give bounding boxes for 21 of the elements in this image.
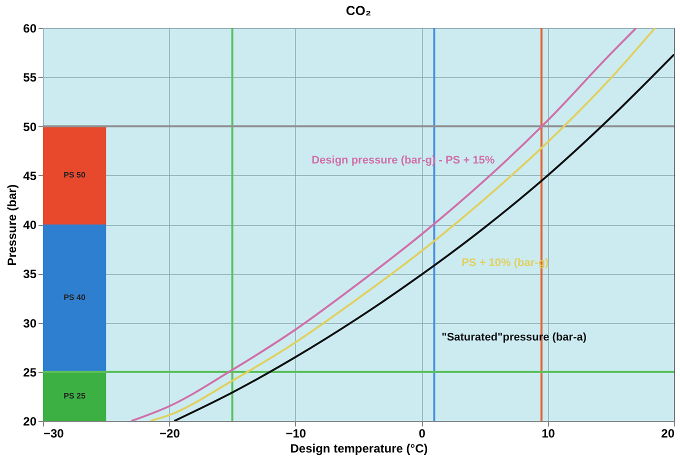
y-tick-label: 30 <box>23 316 37 330</box>
x-tick-label: −30 <box>44 426 64 440</box>
y-tick-label: 20 <box>23 414 37 428</box>
band-label: PS 50 <box>64 170 86 180</box>
x-axis-title: Design temperature (°C) <box>290 442 428 456</box>
x-tick-label: −10 <box>286 426 306 440</box>
band-label: PS 25 <box>64 391 86 400</box>
chart-title: CO₂ <box>346 3 372 18</box>
x-tick-label: 20 <box>661 426 675 440</box>
x-tick-label: −20 <box>160 426 180 440</box>
y-tick-label: 60 <box>23 22 37 36</box>
y-tick-label: 40 <box>23 218 37 232</box>
y-axis-title: Pressure (bar) <box>5 184 20 266</box>
y-tick-label: 55 <box>23 70 37 85</box>
y-tick-label: 35 <box>23 267 37 282</box>
y-tick-label: 45 <box>23 168 37 183</box>
x-tick-label: 0 <box>418 426 426 440</box>
x-tick-label: 10 <box>542 426 556 440</box>
y-tick-label: 25 <box>23 365 37 380</box>
band-label: PS 40 <box>64 293 86 302</box>
y-tick-label: 50 <box>23 120 37 134</box>
